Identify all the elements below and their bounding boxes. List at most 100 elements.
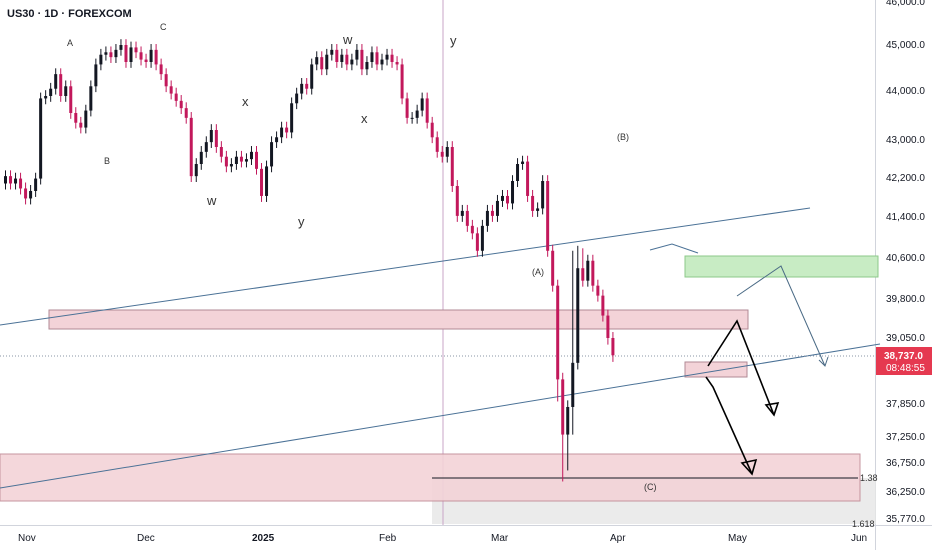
candle-body [219, 147, 223, 157]
wave-label-x1: x [242, 94, 249, 109]
candle-body [174, 93, 178, 101]
candle-body [390, 54, 394, 62]
candle-body [104, 52, 108, 55]
candle-body [69, 86, 73, 113]
candle-body [370, 52, 374, 62]
candle-body [335, 49, 339, 62]
price-tick: 42,200.0 [886, 173, 925, 184]
candle-body [445, 147, 449, 157]
wedge-line[interactable] [649, 243, 699, 254]
candle-body [581, 268, 585, 281]
candle-body [415, 110, 419, 118]
current-price-badge [876, 347, 932, 375]
candle-body [114, 49, 118, 58]
candle-body [566, 406, 570, 435]
candle-body [239, 156, 243, 162]
candle-body [194, 164, 198, 177]
candle-body [611, 338, 615, 356]
wave-label-y2: y [450, 33, 457, 48]
wave-label-major-b: (B) [617, 132, 629, 142]
candle-body [19, 178, 23, 189]
candle-body [460, 210, 464, 216]
candle-body [450, 147, 454, 186]
candle-body [355, 49, 359, 60]
candle-body [380, 59, 384, 65]
candle-body [556, 285, 560, 380]
price-tick: 43,000.0 [886, 135, 925, 146]
candle-body [164, 74, 168, 87]
fib-level-label: 1.38 [860, 473, 878, 483]
candle-body [430, 122, 434, 138]
wave-label-y1: y [298, 214, 305, 229]
candle-body [275, 137, 279, 143]
price-tick: 36,750.0 [886, 458, 925, 469]
candle-body [350, 59, 354, 65]
candle-body [169, 86, 173, 94]
wave-label-w2: w [342, 32, 353, 47]
time-axis[interactable]: Nov Dec 2025 Feb Mar Apr May Jun [18, 533, 867, 544]
candle-body [480, 225, 484, 251]
wave-label-w1: w [206, 193, 217, 208]
supply-zone-pink-upper[interactable] [48, 309, 749, 330]
candle-body [375, 52, 379, 65]
candle-body [134, 47, 138, 53]
candle-body [79, 122, 83, 128]
candle-body [204, 142, 208, 152]
projection-path-2[interactable] [705, 376, 753, 475]
candle-body [410, 117, 414, 119]
candle-body [526, 161, 530, 196]
time-tick: May [728, 533, 747, 544]
candle-body [184, 108, 188, 118]
candle-body [199, 151, 203, 164]
candle-body [601, 295, 605, 316]
candle-body [4, 176, 7, 184]
candle-body [295, 93, 299, 104]
candle-body [265, 166, 269, 196]
wave-label-b: B [104, 156, 110, 166]
upper-trendline[interactable] [0, 207, 811, 326]
price-tick: 40,600.0 [886, 253, 925, 264]
candle-body [561, 379, 565, 435]
time-tick: Mar [491, 533, 509, 544]
candle-body [54, 74, 58, 89]
candle-body [490, 210, 494, 216]
candle-body [305, 83, 309, 89]
candle-body [49, 88, 53, 96]
candle-body [29, 190, 33, 199]
candle-body [395, 62, 399, 65]
price-tick: 36,250.0 [886, 487, 925, 498]
candle-body [144, 59, 148, 62]
fib-level-label-lower: 1.618 [852, 519, 875, 529]
price-tick: 39,050.0 [886, 333, 925, 344]
time-tick: Feb [379, 533, 397, 544]
candle-body [234, 156, 238, 164]
candle-body [400, 64, 404, 99]
candle-body [536, 208, 540, 211]
candle-body [119, 45, 123, 50]
candle-body [300, 83, 304, 94]
candle-body [596, 285, 600, 296]
candle-body [154, 49, 158, 65]
candle-body [94, 64, 98, 87]
price-axis[interactable]: 46,000.0 45,000.0 44,000.0 43,000.0 42,2… [886, 0, 925, 525]
candle-body [500, 195, 504, 201]
candle-body [214, 130, 218, 147]
projection-path-3[interactable] [736, 265, 826, 367]
lower-trendline[interactable] [0, 343, 881, 489]
countdown-timer: 08:48:55 [886, 363, 925, 374]
time-tick: 2025 [252, 533, 275, 544]
time-tick: Apr [610, 533, 626, 544]
candle-body [244, 159, 248, 162]
candle-body [64, 86, 68, 96]
candle-body [385, 54, 389, 60]
price-tick: 46,000.0 [886, 0, 925, 8]
candle-body [521, 161, 525, 164]
candle-body [586, 260, 590, 281]
projection-path-1[interactable] [707, 319, 775, 416]
candle-body [475, 233, 479, 251]
projection-arrowhead-1 [764, 401, 780, 417]
candle-body [516, 164, 520, 181]
candle-body [99, 54, 103, 65]
